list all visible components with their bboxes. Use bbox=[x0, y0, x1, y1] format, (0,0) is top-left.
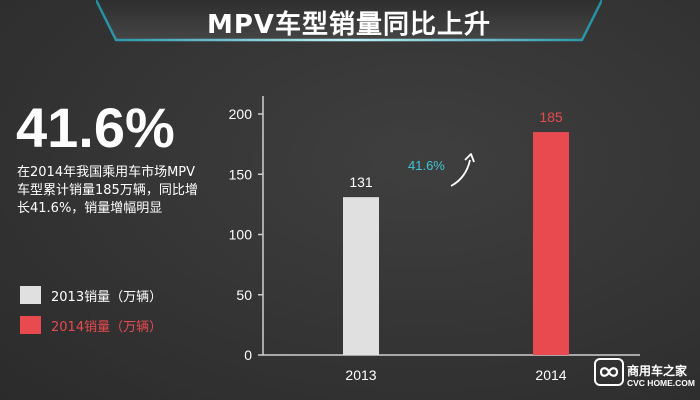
legend-item-2013: 2013销量（万辆） bbox=[20, 285, 162, 305]
title-banner-shape bbox=[96, 0, 602, 42]
watermark-en-text: CVC HOME.COM bbox=[627, 378, 695, 388]
legend-swatch-2013 bbox=[20, 286, 41, 304]
description-text: 在2014年我国乘用车市场MPV车型累计销量185万辆，同比增长41.6%，销量… bbox=[17, 165, 198, 216]
legend-label-2014: 2014销量（万辆） bbox=[51, 319, 163, 335]
x-tick-label-2014: 2014 bbox=[535, 367, 566, 383]
page-title: MPV车型销量同比上升 bbox=[206, 10, 492, 40]
headline-growth-value: 41.6% bbox=[16, 96, 175, 159]
watermark: 商用车之家 CVC HOME.COM bbox=[594, 356, 695, 394]
y-tick-label: 0 bbox=[244, 347, 252, 363]
data-label-2013: 131 bbox=[349, 174, 373, 190]
infinity-logo-icon bbox=[594, 358, 624, 386]
growth-arrowhead-icon bbox=[464, 153, 475, 163]
y-tick-label: 150 bbox=[229, 166, 253, 182]
data-label-2014: 185 bbox=[539, 109, 563, 125]
legend-item-2014: 2014销量（万辆） bbox=[20, 315, 162, 335]
x-tick-label-2013: 2013 bbox=[345, 367, 376, 383]
growth-annotation-label: 41.6% bbox=[408, 158, 445, 173]
legend-swatch-2014 bbox=[20, 316, 41, 334]
bar-2014 bbox=[533, 132, 569, 355]
growth-arrow-icon bbox=[450, 159, 471, 187]
title-banner: MPV车型销量同比上升 bbox=[96, 0, 602, 42]
y-tick-label: 100 bbox=[229, 227, 253, 243]
y-tick-label: 200 bbox=[229, 106, 253, 122]
watermark-cn-text: 商用车之家 bbox=[627, 364, 688, 378]
y-tick-label: 50 bbox=[236, 287, 252, 303]
bar-2013 bbox=[343, 197, 379, 355]
legend-label-2013: 2013销量（万辆） bbox=[51, 289, 163, 305]
